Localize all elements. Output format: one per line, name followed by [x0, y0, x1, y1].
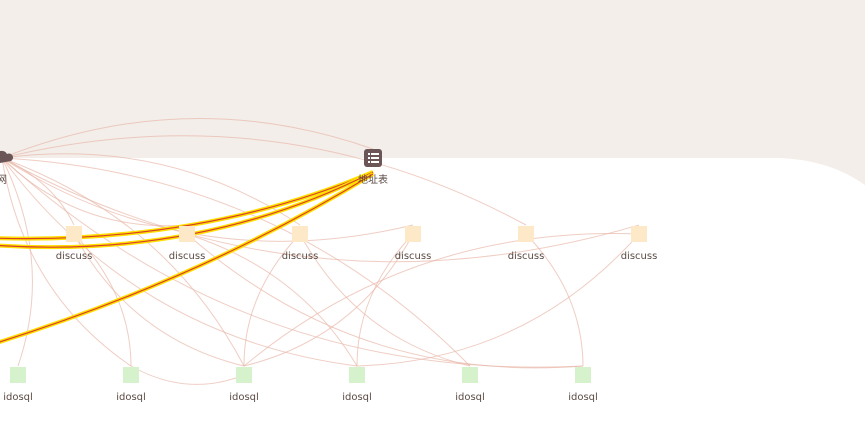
highlighted-edge-core	[0, 173, 374, 343]
node-i1[interactable]: idosql	[3, 367, 33, 403]
node-d1[interactable]: discuss	[56, 226, 93, 262]
node-d6[interactable]: discuss	[621, 226, 658, 262]
edge	[1, 157, 358, 367]
node-label: idosql	[3, 392, 33, 403]
discuss-node	[292, 226, 308, 242]
discuss-node	[179, 226, 195, 242]
node-label: idosql	[229, 392, 259, 403]
highlighted-edge-core	[0, 171, 374, 240]
edge	[130, 365, 245, 385]
node-d2[interactable]: discuss	[169, 226, 206, 262]
node-label: idosql	[568, 392, 598, 403]
node-label: 地址表	[358, 173, 388, 186]
node-d4[interactable]: discuss	[395, 226, 432, 262]
edge	[73, 233, 245, 367]
node-cloud[interactable]: 网	[0, 150, 13, 186]
node-d5[interactable]: discuss	[508, 226, 545, 262]
edge	[243, 233, 640, 367]
discuss-node	[518, 226, 534, 242]
edge	[1, 157, 414, 242]
edge	[1, 157, 132, 367]
cloud-icon	[0, 150, 13, 163]
edge	[356, 233, 640, 367]
node-i4[interactable]: idosql	[342, 367, 372, 403]
node-i6[interactable]: idosql	[568, 367, 598, 403]
node-table[interactable]: 地址表	[358, 149, 388, 186]
edge	[243, 233, 414, 367]
edge	[186, 233, 358, 367]
idosql-node	[10, 367, 26, 383]
edge	[525, 233, 584, 367]
edges-layer	[1, 118, 640, 385]
node-label: idosql	[116, 392, 146, 403]
discuss-node	[631, 226, 647, 242]
edge	[1, 157, 584, 368]
node-label: discuss	[508, 251, 545, 262]
background-band	[0, 0, 865, 185]
nodes-layer: 网 地址表 discuss discuss discuss discuss discuss d…	[0, 149, 657, 403]
edge	[299, 233, 471, 367]
node-i2[interactable]: idosql	[116, 367, 146, 403]
node-i3[interactable]: idosql	[229, 367, 259, 403]
edge	[243, 233, 301, 367]
edge	[1, 157, 33, 367]
edge	[1, 153, 301, 226]
idosql-node	[575, 367, 591, 383]
node-label: discuss	[169, 251, 206, 262]
discuss-node	[66, 226, 82, 242]
edge	[356, 233, 414, 367]
node-label: idosql	[342, 392, 372, 403]
idosql-node	[236, 367, 252, 383]
node-label: idosql	[455, 392, 485, 403]
node-label: discuss	[395, 251, 432, 262]
node-d3[interactable]: discuss	[282, 226, 319, 262]
node-label: discuss	[621, 251, 658, 262]
idosql-node	[462, 367, 478, 383]
node-label: discuss	[282, 251, 319, 262]
node-label: discuss	[56, 251, 93, 262]
idosql-node	[349, 367, 365, 383]
edge	[1, 118, 374, 159]
edge	[186, 233, 584, 369]
discuss-node	[405, 226, 421, 242]
node-label: 网	[0, 174, 7, 186]
edge	[1, 135, 527, 226]
node-i5[interactable]: idosql	[455, 367, 485, 403]
idosql-node	[123, 367, 139, 383]
